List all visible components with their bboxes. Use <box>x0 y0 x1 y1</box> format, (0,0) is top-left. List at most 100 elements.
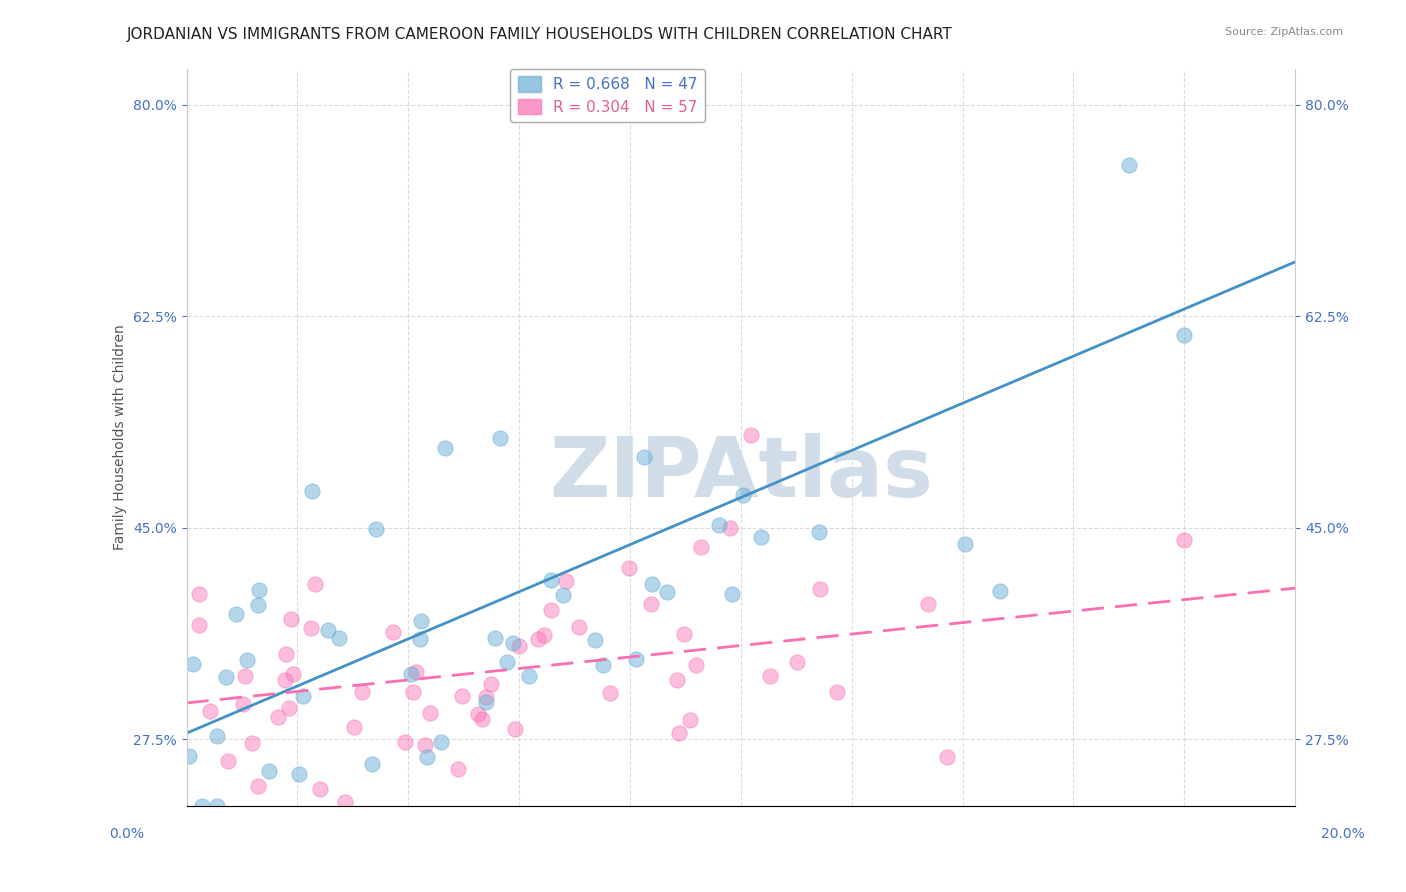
Text: ZIPAtlas: ZIPAtlas <box>548 434 932 515</box>
Point <box>655 585 678 599</box>
Text: 20.0%: 20.0% <box>1320 828 1365 841</box>
Point <box>568 620 591 634</box>
Point <box>236 653 259 667</box>
Point <box>720 587 742 601</box>
Point <box>225 607 247 622</box>
Point <box>540 602 562 616</box>
Point <box>668 726 690 740</box>
Point <box>288 767 311 781</box>
Point <box>308 781 330 796</box>
Point <box>690 540 713 554</box>
Point <box>215 670 238 684</box>
Point <box>474 695 496 709</box>
Point <box>505 722 527 736</box>
Point <box>508 640 530 654</box>
Point <box>617 561 640 575</box>
Point <box>207 729 229 743</box>
Point <box>259 764 281 778</box>
Point <box>240 736 263 750</box>
Point <box>291 689 314 703</box>
Point <box>217 754 239 768</box>
Point <box>350 684 373 698</box>
Point <box>335 795 357 809</box>
Point <box>277 700 299 714</box>
Point <box>707 518 730 533</box>
Point <box>409 614 432 628</box>
Text: Source: ZipAtlas.com: Source: ZipAtlas.com <box>1225 27 1343 37</box>
Point <box>316 623 339 637</box>
Point <box>267 709 290 723</box>
Point <box>740 428 762 442</box>
Point <box>205 798 228 813</box>
Point <box>540 574 562 588</box>
Point <box>430 735 453 749</box>
Point <box>583 633 606 648</box>
Point <box>280 612 302 626</box>
Point <box>808 524 831 539</box>
Y-axis label: Family Households with Children: Family Households with Children <box>114 324 128 550</box>
Point <box>484 632 506 646</box>
Point <box>191 798 214 813</box>
Point <box>299 621 322 635</box>
Point <box>988 584 1011 599</box>
Point <box>247 779 270 793</box>
Point <box>405 665 427 680</box>
Point <box>447 762 470 776</box>
Point <box>304 577 326 591</box>
Point <box>188 587 211 601</box>
Point <box>360 757 382 772</box>
Point <box>471 712 494 726</box>
Point <box>235 669 257 683</box>
Point <box>496 656 519 670</box>
Point <box>718 521 741 535</box>
Point <box>624 652 647 666</box>
Point <box>917 597 939 611</box>
Point <box>402 685 425 699</box>
Point <box>786 655 808 669</box>
Point <box>467 706 489 721</box>
Point <box>394 735 416 749</box>
Point <box>733 487 755 501</box>
Point <box>592 658 614 673</box>
Point <box>685 657 707 672</box>
Point <box>433 442 456 456</box>
Point <box>517 669 540 683</box>
Point <box>328 632 350 646</box>
Point <box>366 522 388 536</box>
Point <box>409 632 432 647</box>
Point <box>479 677 502 691</box>
Point <box>419 706 441 721</box>
Point <box>415 750 437 764</box>
Point <box>179 748 201 763</box>
Point <box>551 588 574 602</box>
Point <box>533 628 555 642</box>
Point <box>936 750 959 764</box>
Point <box>343 719 366 733</box>
Point <box>381 625 404 640</box>
Point <box>399 667 422 681</box>
Point <box>678 713 700 727</box>
Point <box>502 635 524 649</box>
Point <box>488 431 510 445</box>
Point <box>640 597 662 611</box>
Point <box>475 690 498 705</box>
Point <box>955 537 977 551</box>
Point <box>825 684 848 698</box>
Text: 0.0%: 0.0% <box>110 828 143 841</box>
Point <box>198 704 221 718</box>
Point <box>301 483 323 498</box>
Text: JORDANIAN VS IMMIGRANTS FROM CAMEROON FAMILY HOUSEHOLDS WITH CHILDREN CORRELATIO: JORDANIAN VS IMMIGRANTS FROM CAMEROON FA… <box>127 27 952 42</box>
Point <box>413 738 436 752</box>
Point <box>232 697 254 711</box>
Point <box>450 689 472 703</box>
Point <box>274 647 297 661</box>
Point <box>555 574 578 588</box>
Point <box>526 632 548 646</box>
Point <box>666 673 689 687</box>
Point <box>1173 327 1195 342</box>
Point <box>641 577 664 591</box>
Point <box>1118 158 1140 172</box>
Point <box>1173 533 1195 547</box>
Point <box>183 657 205 672</box>
Point <box>187 618 209 632</box>
